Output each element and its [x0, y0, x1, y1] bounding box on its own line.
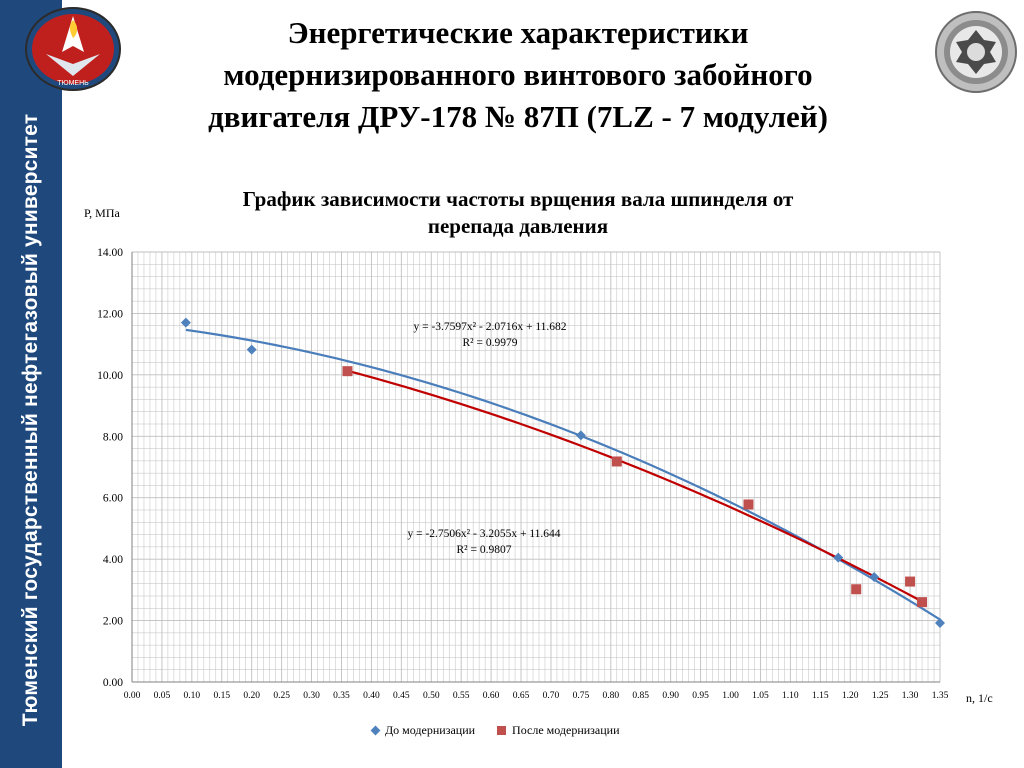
x-tick-label: 1.15: [812, 691, 829, 701]
x-tick-label: 1.30: [902, 691, 919, 701]
x-tick-label: 0.00: [124, 691, 141, 701]
x-tick-label: 0.40: [363, 691, 380, 701]
y-tick-label: 12.00: [97, 308, 123, 320]
data-point-after: [851, 584, 862, 595]
y-tick-label: 14.00: [97, 247, 123, 259]
y-tick-label: 0.00: [103, 677, 123, 689]
trendline-r2: R² = 0.9807: [457, 544, 512, 556]
x-tick-label: 0.10: [184, 691, 201, 701]
legend-label: После модернизации: [512, 723, 620, 737]
x-tick-label: 0.75: [573, 691, 590, 701]
legend-label: До модернизации: [385, 723, 476, 737]
data-point-before: [180, 317, 191, 328]
x-tick-label: 0.65: [513, 691, 530, 701]
x-tick-label: 0.50: [423, 691, 440, 701]
data-point-after: [342, 366, 353, 377]
title-line: модернизированного винтового забойного: [223, 57, 813, 92]
x-tick-label: 0.90: [662, 691, 679, 701]
grid-lines: [131, 251, 941, 683]
x-tick-label: 0.45: [393, 691, 410, 701]
legend-item-before: До модернизации: [370, 723, 476, 738]
x-tick-label: 1.05: [752, 691, 769, 701]
legend-item-after: После модернизации: [497, 723, 620, 738]
x-tick-label: 0.20: [243, 691, 260, 701]
data-point-before: [833, 552, 844, 563]
logo-text: ТЮМЕНЬ: [57, 80, 89, 87]
y-tick-label: 8.00: [103, 431, 123, 443]
x-axis-label: n, 1/с: [966, 691, 993, 705]
chart-title: График зависимости частоты врщения вала …: [150, 186, 886, 240]
drill-image: [935, 11, 1017, 93]
x-tick-label: 1.25: [872, 691, 889, 701]
x-tick-label: 1.10: [782, 691, 799, 701]
x-tick-label: 0.30: [303, 691, 320, 701]
x-tick-label: 0.85: [632, 691, 649, 701]
title-line: двигателя ДРУ-178 № 87П (7LZ - 7 модулей…: [208, 99, 828, 134]
data-point-before: [575, 430, 586, 441]
title-line: Энергетические характеристики: [287, 15, 749, 50]
data-point-after: [905, 576, 916, 587]
x-tick-label: 0.15: [213, 691, 230, 701]
square-marker-icon: [497, 726, 507, 735]
x-tick-label: 0.95: [692, 691, 709, 701]
y-tick-label: 4.00: [103, 554, 123, 566]
x-tick-label: 0.80: [603, 691, 620, 701]
x-tick-label: 0.25: [273, 691, 290, 701]
plot-area: [132, 252, 940, 682]
university-logo: ТЮМЕНЬ: [25, 7, 121, 91]
trendline-equation: y = -3.7597x² - 2.0716x + 11.682: [413, 321, 566, 333]
data-point-before: [246, 344, 257, 355]
data-point-before: [869, 571, 880, 582]
y-axis-label: Р, МПа: [84, 206, 120, 220]
trendline-r2: R² = 0.9979: [463, 337, 518, 349]
x-tick-label: 0.60: [483, 691, 500, 701]
page-title: Энергетические характеристики модернизир…: [150, 12, 886, 138]
data-point-after: [917, 597, 928, 608]
x-tick-label: 1.00: [722, 691, 739, 701]
data-point-after: [743, 499, 754, 510]
data-point-after: [611, 456, 622, 467]
y-tick-label: 2.00: [103, 616, 123, 628]
chart-title-line: перепада давления: [427, 214, 609, 238]
y-tick-label: 10.00: [97, 370, 123, 382]
sidebar: Тюменский государственный нефтегазовый у…: [0, 0, 62, 768]
trendline-after: [347, 369, 923, 603]
x-tick-label: 0.05: [154, 691, 171, 701]
y-tick-label: 6.00: [103, 493, 123, 505]
x-tick-label: 1.20: [842, 691, 859, 701]
trendline-equation: y = -2.7506x² - 3.2055x + 11.644: [407, 528, 560, 540]
x-tick-label: 0.35: [333, 691, 350, 701]
x-tick-label: 0.55: [453, 691, 470, 701]
x-tick-label: 0.70: [543, 691, 560, 701]
chart-title-line: График зависимости частоты врщения вала …: [242, 187, 794, 211]
chart-legend: До модернизации После модернизации: [370, 723, 620, 738]
data-point-before: [935, 618, 945, 629]
diamond-marker-icon: [370, 725, 381, 736]
x-tick-label: 1.35: [932, 691, 949, 701]
